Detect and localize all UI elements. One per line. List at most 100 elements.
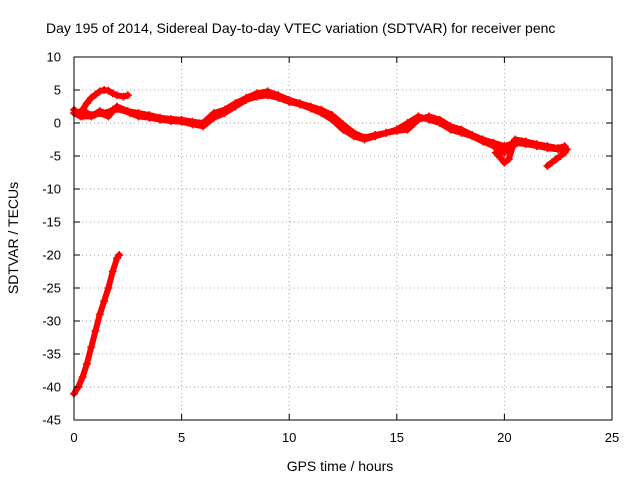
series-tail-segment [543,145,571,170]
data-point [231,99,240,108]
data-point [491,148,500,157]
data-point [123,91,132,100]
y-tick-label: 0 [54,116,61,131]
data-point [242,93,251,102]
data-point [306,102,315,111]
x-tick-label: 15 [390,430,404,445]
data-point [513,138,522,147]
x-axis-label: GPS time / hours [287,458,394,474]
data-point [509,142,518,151]
x-tick-label: 10 [282,430,296,445]
data-point [489,142,498,151]
data-point [517,137,526,146]
data-point [446,125,455,134]
data-point [156,113,165,122]
ticks: 0 5 10 15 20 25 -45 -40 -35 -30 -25 -20 -15 -10 -5 0 5 10 [42,50,619,446]
data-point [209,109,218,118]
data-point [188,117,197,126]
data-point [87,343,96,352]
y-tick-label: -20 [42,248,61,263]
data-point [104,284,113,292]
data-point [115,251,124,259]
data-point [496,153,505,162]
data-point [78,373,87,382]
y-tick-label: -35 [42,347,61,362]
data-point [134,109,143,118]
data-point [82,99,91,108]
data-point [504,155,513,164]
y-axis-label: SDTVAR / TECUs [5,182,21,294]
series-hump-segment [74,86,132,118]
data-point [360,133,369,142]
data-point [145,111,154,120]
data-point [552,155,561,164]
data-point [295,99,304,108]
plot-frame [73,56,613,421]
data-point [457,128,466,137]
data-point [100,297,109,306]
data-point [91,90,100,99]
data-point [274,91,283,100]
data-point [349,128,358,137]
data-point [403,119,412,127]
data-point [543,142,552,151]
data-point [91,326,100,335]
data-point [478,137,487,146]
x-tick-label: 20 [497,430,511,445]
data-point [556,152,565,160]
series-line [71,92,568,153]
series-line [71,88,568,156]
data-point [166,115,175,124]
data-point [95,310,104,319]
y-tick-label: 5 [54,83,61,98]
data-point [220,105,229,114]
y-tick-label: 10 [47,50,61,65]
data-point [74,109,83,118]
x-tick-label: 25 [605,430,619,445]
data-point [95,109,104,118]
data-point [78,105,87,114]
data-point [414,112,423,121]
series-dip-segment [491,137,526,167]
data-point [104,86,113,95]
y-tick-label: -10 [42,182,61,197]
x-tick-label: 0 [70,430,77,445]
series-steep-segment [70,251,124,398]
data-point [113,91,122,100]
data-point [328,111,337,120]
data-point [500,148,509,157]
data-point [339,120,347,129]
series-layer [70,86,571,398]
data-point [263,87,272,96]
series-line [71,252,123,397]
data-point [371,130,380,139]
series-main-trace-b [70,87,569,157]
data-point [468,132,477,141]
data-point [82,359,91,368]
data-point [252,89,261,98]
data-point [108,89,117,98]
data-point [87,93,96,102]
data-point [500,158,509,167]
y-tick-label: -5 [49,149,61,164]
data-point [317,105,326,114]
x-tick-label: 5 [178,430,185,445]
data-point [554,144,563,153]
y-tick-label: -30 [42,314,61,329]
data-point [532,140,541,149]
data-point [119,92,128,101]
data-point [547,158,556,167]
data-point [87,112,96,121]
data-point [392,125,401,134]
y-tick-label: -15 [42,215,61,230]
y-tick-label: -25 [42,281,61,296]
data-point [123,107,132,116]
data-point [425,115,434,124]
chart-title: Day 195 of 2014, Sidereal Day-to-day VTE… [46,20,555,36]
data-point [562,145,571,154]
data-point [199,119,208,127]
data-point [113,102,122,111]
grid [74,57,612,420]
data-point [435,119,444,127]
